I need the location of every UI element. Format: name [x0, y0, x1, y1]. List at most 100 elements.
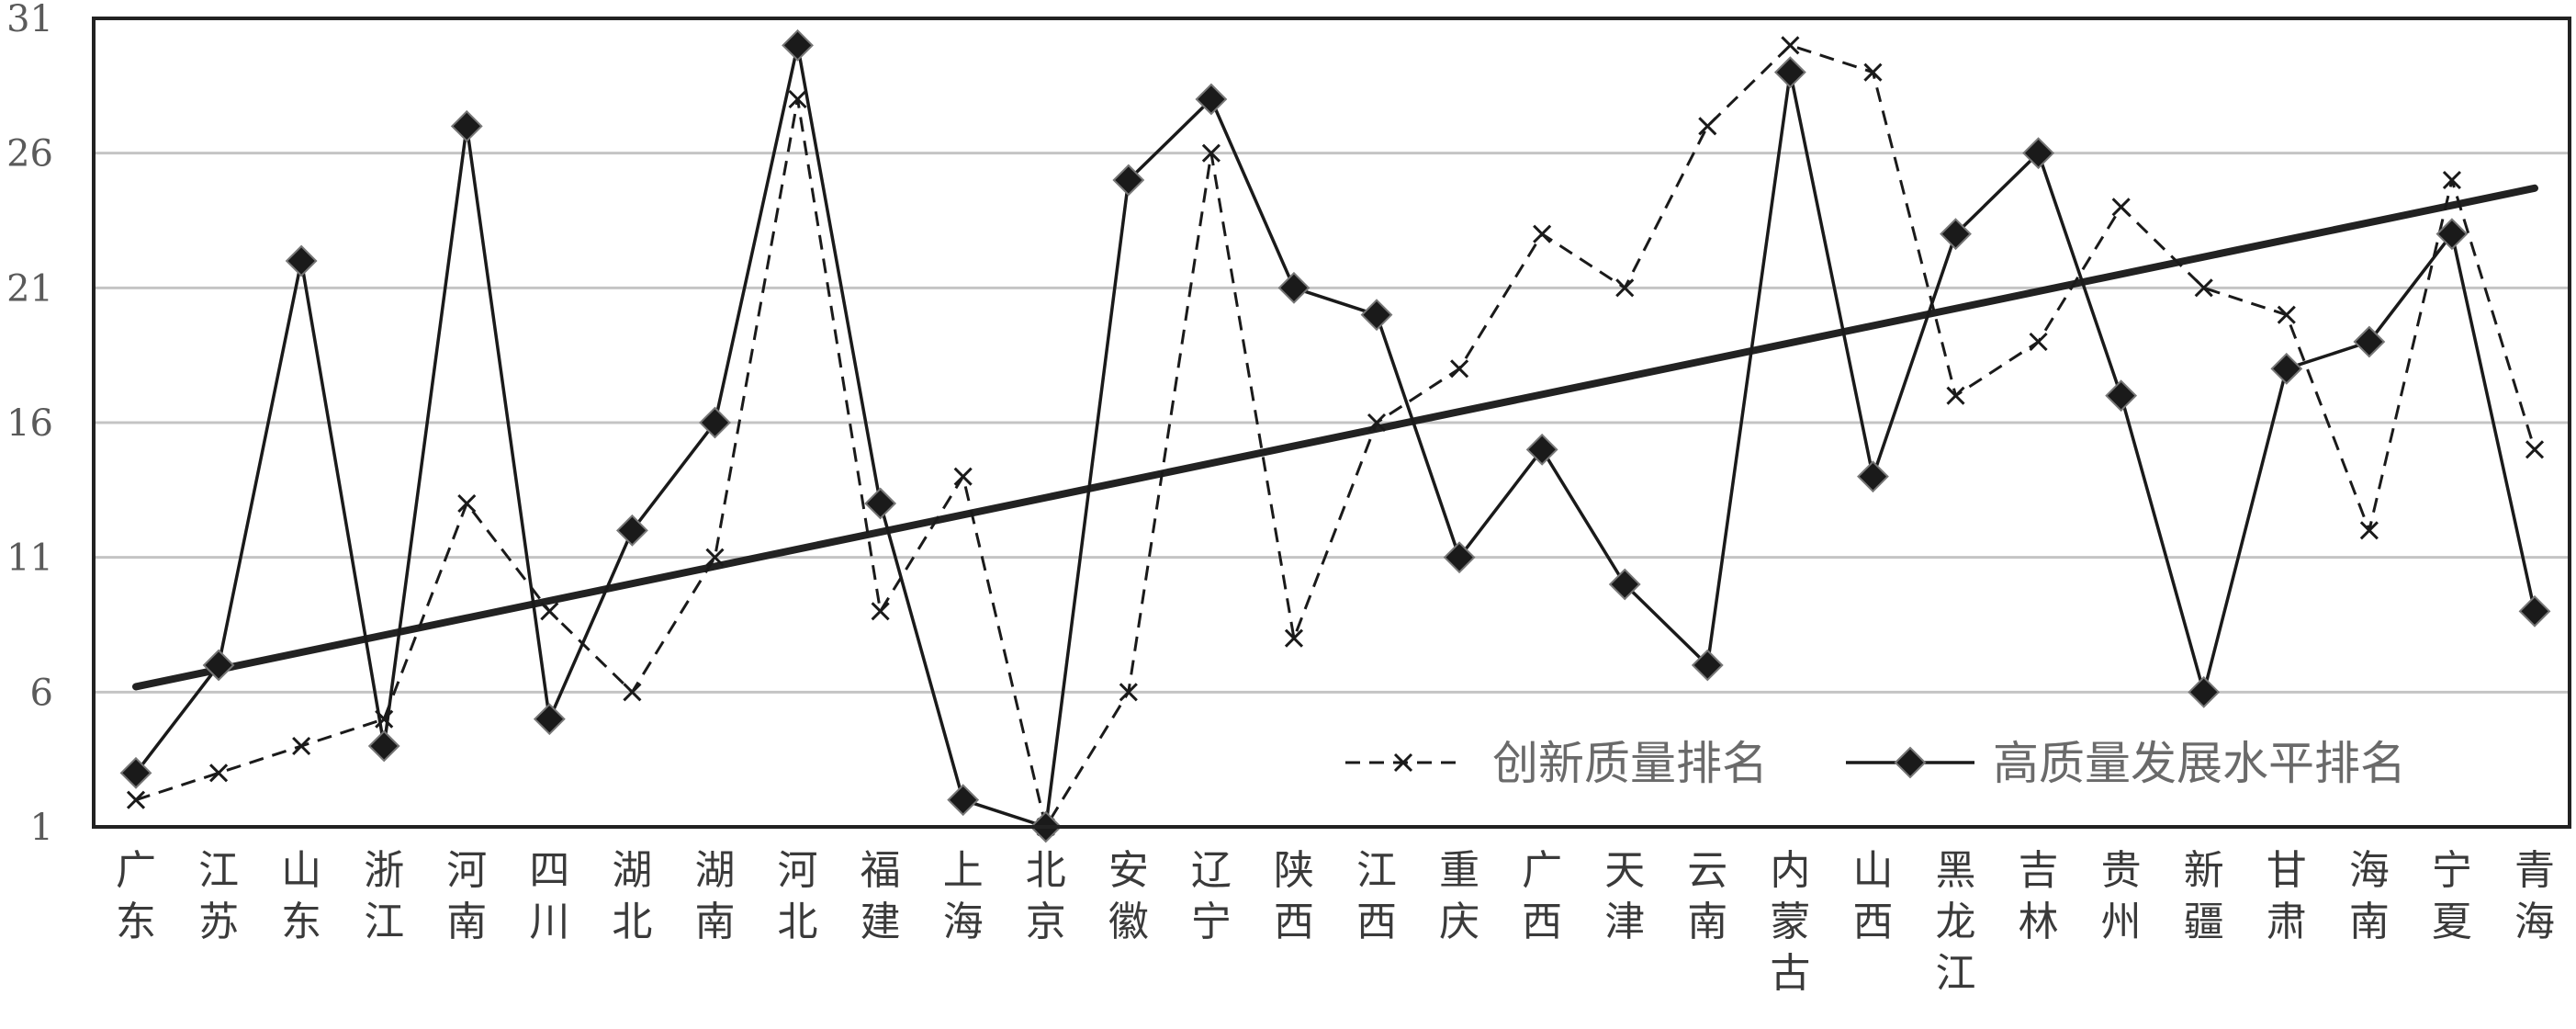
- x-tick-label: 津: [1604, 899, 1645, 945]
- x-tick-label: 黑: [1936, 847, 1976, 894]
- x-tick-label: 川: [529, 899, 569, 945]
- development-level-point: [2270, 352, 2303, 385]
- innovation-quality-point: [1533, 224, 1552, 243]
- innovation-quality-point: [1698, 117, 1717, 136]
- innovation-quality-point: [126, 790, 146, 809]
- development-level-point: [119, 756, 152, 789]
- innovation-quality-point: [871, 602, 890, 621]
- innovation-quality-point: [1367, 413, 1387, 433]
- innovation-quality-point: [540, 602, 559, 621]
- x-tick-label: 蒙: [1770, 899, 1810, 945]
- x-tick-label: 江: [364, 899, 404, 945]
- trendline-layer: [132, 184, 2538, 691]
- x-tick-label: 湖: [694, 847, 735, 894]
- x-tick-label: 浙: [364, 847, 404, 894]
- x-tick-label: 上: [943, 847, 984, 894]
- x-tick-label: 东: [116, 899, 156, 945]
- x-tick-label: 辽: [1191, 847, 1232, 894]
- development-level-point: [2518, 594, 2551, 628]
- development-level-point: [2188, 675, 2221, 708]
- development-level-point: [1195, 83, 1228, 116]
- development-level-point: [1773, 56, 1806, 89]
- x-tick-label: 宁: [1191, 899, 1232, 945]
- innovation-quality-point: [1863, 62, 1883, 82]
- plot-frame: [92, 17, 2571, 829]
- innovation-quality-point: [1946, 386, 1965, 405]
- x-tick-label: 河: [446, 847, 487, 894]
- x-tick-label: 海: [943, 899, 984, 945]
- x-tick-label: 夏: [2432, 899, 2472, 945]
- development-level-point: [533, 703, 566, 736]
- development-level-point: [947, 784, 980, 817]
- x-tick-label: 吉: [2019, 847, 2059, 894]
- x-tick-label: 海: [2514, 899, 2555, 945]
- x-tick-label: 广: [116, 847, 156, 894]
- development-level-point: [615, 514, 648, 547]
- x-tick-label: 山: [281, 847, 321, 894]
- development-level-point: [1940, 218, 1972, 251]
- development-level-point: [1277, 271, 1310, 304]
- x-tick-label: 古: [1770, 950, 1810, 997]
- development-level-point: [782, 28, 814, 62]
- legend-label-innovation: 创新质量排名: [1492, 737, 1768, 790]
- x-tick-label: 林: [2019, 899, 2059, 945]
- x-tick-label: 云: [1687, 847, 1727, 894]
- development-level-point: [1360, 299, 1393, 332]
- innovation-quality-point: [705, 548, 725, 567]
- x-tick-label: 东: [281, 899, 321, 945]
- x-tick-label: 州: [2101, 899, 2142, 945]
- x-tick-label: 苏: [198, 899, 239, 945]
- innovation-quality-point: [2525, 440, 2545, 459]
- innovation-quality-point: [623, 683, 642, 702]
- y-tick-label: 6: [30, 672, 53, 714]
- x-tick-label: 广: [1522, 847, 1562, 894]
- x-tick-label: 安: [1108, 847, 1149, 894]
- innovation-quality-point: [2194, 278, 2213, 298]
- development-level-line: [134, 43, 2537, 829]
- innovation-quality-point: [2277, 305, 2296, 324]
- x-tick-label: 海: [2349, 847, 2390, 894]
- x-tick-label: 北: [778, 899, 818, 945]
- x-tick-label: 南: [2349, 899, 2390, 945]
- x-tick-label: 南: [446, 899, 487, 945]
- innovation-quality-point: [209, 763, 229, 783]
- x-tick-label: 南: [1687, 899, 1727, 945]
- x-tick-label: 西: [1274, 899, 1314, 945]
- y-tick-label: 1: [30, 807, 53, 849]
- x-tick-label: 江: [198, 847, 239, 894]
- innovation-quality-point: [1284, 628, 1304, 648]
- x-tick-label: 青: [2514, 847, 2555, 894]
- development-level-point: [1443, 541, 1476, 574]
- development-level-point: [450, 109, 483, 142]
- x-tick-label: 北: [1026, 847, 1066, 894]
- x-tick-label: 江: [1356, 847, 1397, 894]
- x-tick-label: 陕: [1274, 847, 1314, 894]
- innovation-quality-point: [2111, 198, 2131, 217]
- x-tick-label: 山: [1852, 847, 1893, 894]
- x-tick-label: 天: [1604, 847, 1645, 894]
- innovation-quality-point: [1201, 143, 1221, 163]
- x-tick-label: 新: [2184, 847, 2224, 894]
- legend-label-development: 高质量发展水平排名: [1993, 737, 2406, 790]
- innovation-quality-point: [1119, 683, 1138, 702]
- development-level-point: [202, 649, 235, 682]
- development-level-point: [2353, 325, 2386, 358]
- innovation-quality-point: [1615, 278, 1635, 298]
- innovation-quality-point: [953, 467, 973, 486]
- x-tick-label: 西: [1852, 899, 1893, 945]
- x-tick-label: 庆: [1439, 899, 1479, 945]
- development-level-point: [1112, 164, 1145, 197]
- development-level-point: [1857, 460, 1889, 493]
- x-tick-label: 宁: [2432, 847, 2472, 894]
- x-axis-ticks: 广东江苏山东浙江河南四川湖北湖南河北福建上海北京安徽辽宁陕西江西重庆广西天津云南…: [116, 847, 2555, 997]
- x-tick-label: 西: [1356, 899, 1397, 945]
- development-level-point: [2105, 379, 2138, 413]
- x-tick-label: 重: [1439, 847, 1479, 894]
- legend-marker-innovation: [1393, 752, 1413, 773]
- x-tick-label: 福: [861, 847, 901, 894]
- development-level-point: [285, 244, 318, 277]
- legend: 创新质量排名 高质量发展水平排名: [1345, 737, 2406, 790]
- development-level-point: [1691, 649, 1724, 682]
